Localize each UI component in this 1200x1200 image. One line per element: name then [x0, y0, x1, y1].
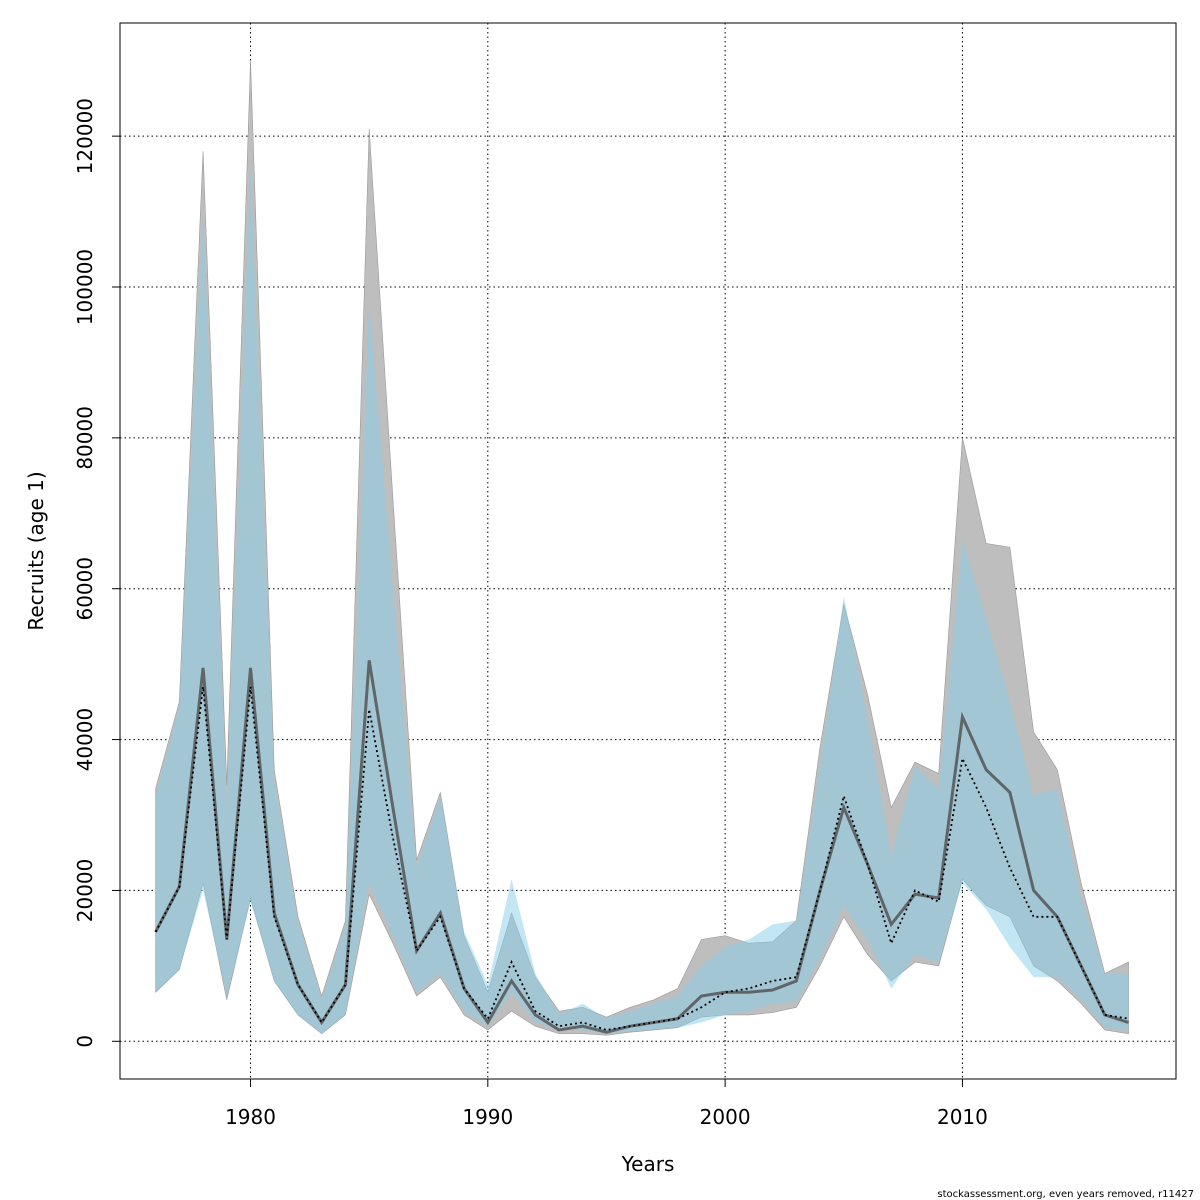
confidence-bands [155, 60, 1129, 1036]
y-axis-title: Recruits (age 1) [24, 471, 48, 630]
y-tick-label: 0 [73, 1035, 97, 1048]
x-axis-title: Years [621, 1152, 675, 1176]
x-tick-label: 1990 [462, 1105, 513, 1129]
x-axis: 1980 1990 2000 2010 [225, 1079, 988, 1129]
y-tick-label: 20000 [73, 859, 97, 923]
x-tick-label: 2000 [700, 1105, 751, 1129]
y-tick-label: 80000 [73, 406, 97, 470]
y-tick-label: 40000 [73, 708, 97, 772]
x-tick-label: 2010 [937, 1105, 988, 1129]
footnote: stockassessment.org, even years removed,… [937, 1189, 1194, 1200]
y-axis: 0 20000 40000 60000 80000 100000 120000 [73, 98, 120, 1048]
x-tick-label: 1980 [225, 1105, 276, 1129]
confidence-band-blue [155, 166, 1129, 1034]
y-tick-label: 100000 [73, 249, 97, 325]
plot-frame [119, 22, 1177, 1080]
estimate-line-dotted [154, 686, 1129, 1031]
y-tick-label: 120000 [73, 98, 97, 174]
y-tick-label: 60000 [73, 557, 97, 621]
estimate-lines [154, 660, 1129, 1034]
